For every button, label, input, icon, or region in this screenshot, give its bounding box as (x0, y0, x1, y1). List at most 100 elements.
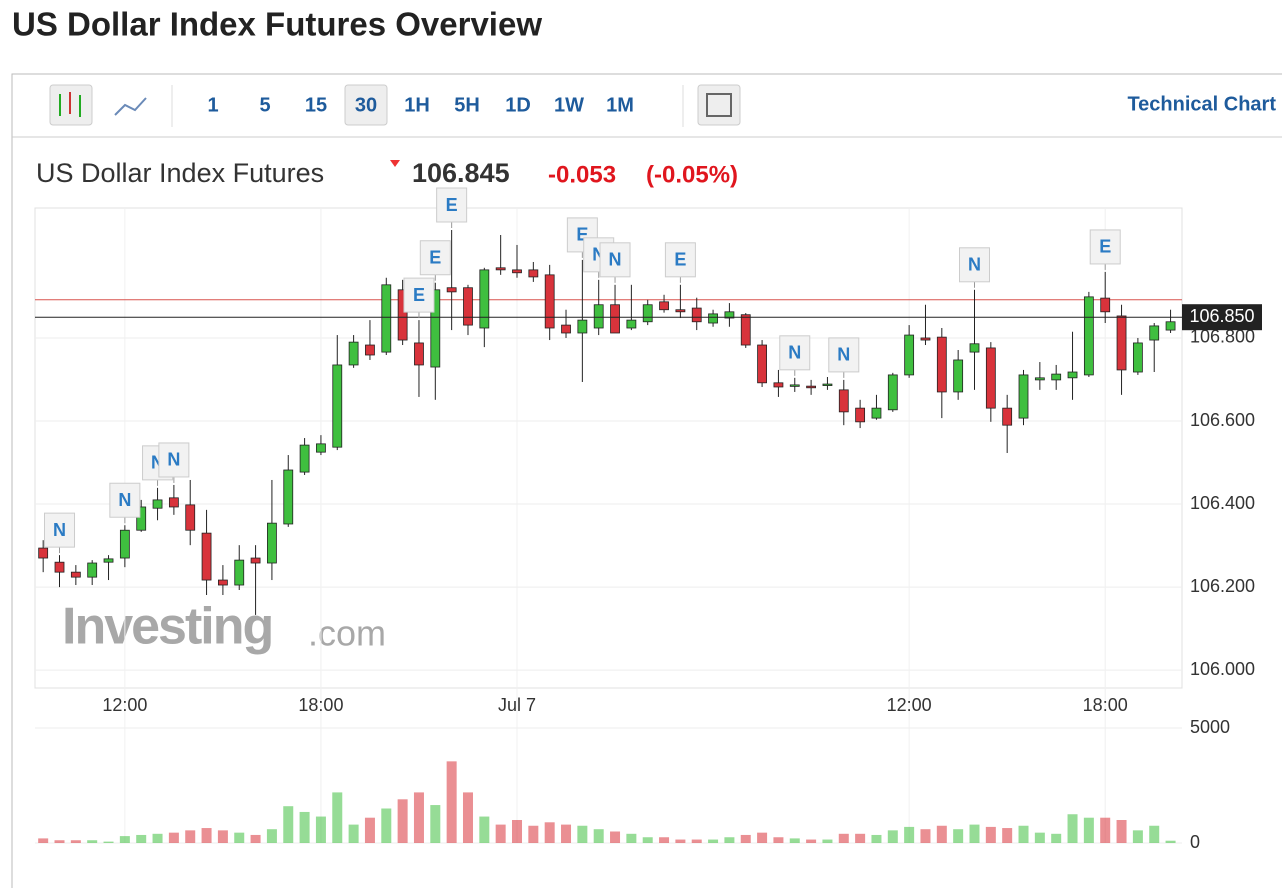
technical-chart-link[interactable]: Technical Chart (1127, 93, 1276, 115)
candle-body (887, 374, 898, 411)
y-tick-label: 106.200 (1190, 576, 1255, 596)
volume-bar (152, 833, 163, 843)
candle-body (119, 529, 130, 559)
volume-bar (413, 792, 424, 843)
interval-button[interactable]: 30 (355, 94, 377, 116)
instrument-name: US Dollar Index Futures (36, 158, 324, 188)
event-box[interactable] (419, 240, 451, 276)
line-icon[interactable] (114, 97, 147, 116)
candle-body (985, 347, 996, 409)
volume-bar (969, 824, 980, 843)
candle-body (773, 382, 784, 388)
y-tick-label: 106.800 (1190, 327, 1255, 347)
candle-body (1083, 296, 1094, 376)
volume-bar (904, 826, 915, 843)
volume-bar (675, 839, 686, 843)
candle-body (463, 287, 473, 326)
volume-bar (528, 825, 539, 843)
candle-body (1100, 297, 1111, 313)
candle-body (871, 407, 882, 419)
candle-body (528, 269, 539, 278)
volume-bar (1116, 820, 1127, 843)
x-tick-label: 12:00 (887, 695, 932, 715)
volume-bar (610, 831, 621, 843)
price-change-pct: (-0.05%) (646, 161, 738, 188)
candle-body (332, 364, 343, 448)
candle-body (1018, 374, 1029, 419)
volume-bar (38, 838, 49, 843)
volume-bar (1132, 830, 1143, 843)
event-label: N (118, 490, 131, 510)
candle-body (610, 304, 620, 334)
candle-body (920, 337, 931, 341)
event-box[interactable] (664, 242, 696, 278)
volume-bar (462, 792, 473, 843)
event-box[interactable] (828, 337, 860, 373)
candle-body (724, 311, 735, 319)
y2-tick-label: 5000 (1190, 717, 1230, 737)
volume-bar (234, 832, 245, 843)
event-box[interactable] (44, 512, 76, 548)
last-price-label: 106.850 (1189, 306, 1254, 326)
event-box[interactable] (109, 482, 141, 518)
event-label: N (167, 450, 180, 470)
event-label: N (788, 343, 801, 363)
candle-body (250, 557, 261, 564)
candle-body (430, 289, 441, 368)
event-box[interactable] (158, 442, 190, 478)
volume-bar (119, 836, 130, 843)
volume-bar (708, 839, 719, 843)
event-box[interactable] (436, 187, 468, 223)
interval-button[interactable]: 1H (404, 94, 430, 116)
event-label: N (609, 250, 622, 270)
candle-body (168, 497, 179, 508)
event-box[interactable] (958, 247, 990, 283)
y2-tick-label: 0 (1190, 832, 1200, 852)
price-change: -0.053 (548, 161, 616, 188)
interval-button[interactable]: 1 (207, 94, 218, 116)
interval-button[interactable]: 1M (606, 94, 634, 116)
candle-body (136, 506, 147, 531)
candle-body (953, 359, 964, 393)
candle-body (1132, 342, 1143, 373)
event-box[interactable] (403, 277, 435, 313)
volume-bar (185, 830, 196, 843)
interval-button[interactable]: 1W (554, 94, 584, 116)
event-box[interactable] (1089, 229, 1121, 265)
y-tick-label: 106.400 (1190, 493, 1255, 513)
last-price-box (1182, 304, 1262, 331)
candle-body (299, 444, 310, 473)
volume-bar (659, 837, 670, 843)
volume-bar (512, 820, 523, 843)
candle-body (512, 269, 522, 274)
layout-glyph (706, 93, 732, 117)
interval-button[interactable]: 5 (259, 94, 270, 116)
volume-bar (397, 799, 408, 843)
candle-body (806, 385, 817, 389)
interval-button[interactable]: 15 (305, 94, 327, 116)
volume-bar (299, 811, 310, 843)
volume-bar (87, 840, 98, 843)
volume-bar (266, 829, 277, 843)
event-label: N (968, 255, 981, 275)
event-label: E (429, 247, 441, 267)
event-box[interactable] (599, 242, 631, 278)
volume-bar (430, 805, 441, 843)
candle-body (201, 532, 212, 581)
volume-bar (887, 830, 898, 843)
chart-frame (11, 73, 1282, 893)
candle-body (1149, 325, 1160, 341)
layout-icon[interactable] (697, 84, 741, 126)
volume-bar (838, 833, 849, 843)
event-box[interactable] (779, 335, 811, 371)
candle-body (740, 314, 751, 346)
interval-button[interactable]: 1D (505, 94, 531, 116)
volume-bar (789, 838, 800, 843)
candle-body (217, 579, 228, 586)
candle-body (38, 547, 49, 559)
interval-button[interactable]: 5H (454, 94, 480, 116)
volume-bar (168, 832, 179, 843)
event-label: N (837, 345, 850, 365)
volume-bar (757, 832, 768, 843)
